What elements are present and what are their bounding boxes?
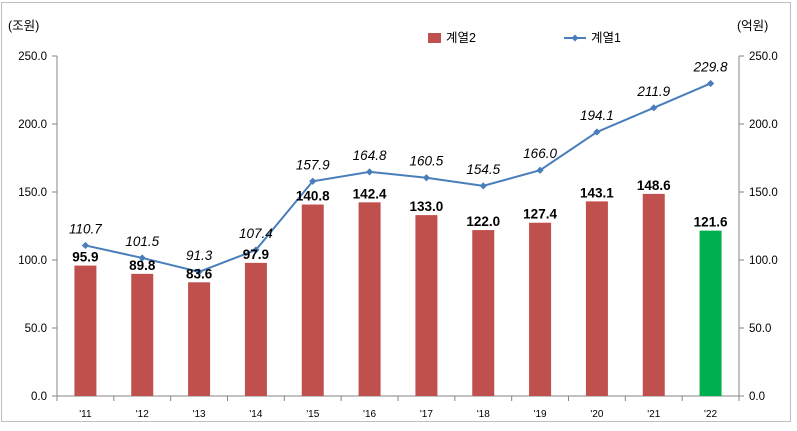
bar-data-label: 83.6 xyxy=(186,266,213,281)
y-tick-label-right: 200.0 xyxy=(749,119,778,131)
y-tick-label-left: 200.0 xyxy=(18,119,47,131)
bar-data-label: 143.1 xyxy=(580,185,614,200)
x-tick-label: '14 xyxy=(249,409,262,420)
bar xyxy=(699,230,722,396)
legend-label-bar: 계열2 xyxy=(446,31,476,45)
bar xyxy=(131,273,154,396)
series-line xyxy=(85,82,711,273)
bar xyxy=(415,215,438,396)
x-tick-label: '17 xyxy=(420,409,433,420)
line-point xyxy=(138,254,146,262)
x-tick-label: '13 xyxy=(193,409,206,420)
x-tick-label: '21 xyxy=(647,409,660,420)
line-point xyxy=(479,182,487,190)
bar xyxy=(244,262,267,396)
line-data-label: 110.7 xyxy=(69,221,102,236)
bar-data-label: 89.8 xyxy=(129,258,156,273)
line-point xyxy=(650,104,658,112)
legend-label-line: 계열1 xyxy=(591,31,621,45)
x-tick-label: '16 xyxy=(363,409,376,420)
axes: 0.0 50.0 100.0 150.0 200.0 250.0 0.0 50.0 100.0 1… xyxy=(8,19,778,420)
x-tick-label: '12 xyxy=(136,409,149,420)
line-point xyxy=(422,174,431,182)
y-tick-label-left: 0.0 xyxy=(31,391,47,403)
y-tick-label-right: 100.0 xyxy=(749,255,778,267)
bar xyxy=(642,193,665,396)
line-data-label: 101.5 xyxy=(125,234,159,249)
y-tick-label-left: 250.0 xyxy=(18,51,47,63)
legend-swatch-bar xyxy=(428,33,441,43)
bar-data-label: 140.8 xyxy=(296,189,330,204)
legend-swatch-marker xyxy=(571,34,579,42)
bar-data-label: 142.4 xyxy=(353,186,387,201)
line-data-label: 91.3 xyxy=(186,248,213,263)
line-point xyxy=(195,268,203,276)
y-tick-label-left: 50.0 xyxy=(25,323,47,335)
data-labels: 95.9 89.8 83.6 97.9 140.8 142.4 133.0 122.0 127.… xyxy=(69,59,728,281)
line-data-label: 164.8 xyxy=(353,148,387,163)
chart-border xyxy=(1,2,791,422)
x-tick-label: '11 xyxy=(79,409,92,420)
bar xyxy=(188,282,211,396)
bar-data-label: 133.0 xyxy=(410,199,444,214)
y-tick-label-left: 100.0 xyxy=(18,255,47,267)
bar xyxy=(74,265,97,396)
legend: 계열2 계열1 xyxy=(428,31,621,45)
y-tick-label-left: 150.0 xyxy=(18,187,47,199)
bar xyxy=(529,222,552,396)
line-point xyxy=(593,128,601,136)
x-tick-label: '18 xyxy=(477,409,490,420)
line-data-label: 160.5 xyxy=(410,154,444,169)
y-tick-label-right: 0.0 xyxy=(749,391,765,403)
bar xyxy=(472,230,495,396)
line-point xyxy=(536,166,544,174)
x-tick-label: '22 xyxy=(704,409,717,420)
line-point xyxy=(252,246,260,254)
bar-data-label: 148.6 xyxy=(637,178,671,193)
bar-data-label: 121.6 xyxy=(694,215,728,230)
x-tick-label: '15 xyxy=(306,409,319,420)
bar xyxy=(301,204,324,396)
line-data-label: 211.9 xyxy=(636,84,670,99)
x-tick-label: '19 xyxy=(534,409,547,420)
y-axis-right-unit: (억원) xyxy=(737,19,768,33)
line-point xyxy=(309,177,317,185)
bar xyxy=(585,201,608,396)
y-tick-label-right: 150.0 xyxy=(749,187,778,199)
line-data-label: 154.5 xyxy=(466,162,500,177)
bar-data-label: 97.9 xyxy=(243,247,269,262)
bar-data-label: 95.9 xyxy=(72,250,98,265)
bar-data-label: 122.0 xyxy=(466,214,500,229)
line-series xyxy=(81,79,715,276)
bar-data-label: 127.4 xyxy=(523,207,557,222)
line-data-label: 107.4 xyxy=(239,226,273,241)
y-tick-label-right: 250.0 xyxy=(749,51,778,63)
line-point xyxy=(365,168,374,176)
line-data-label: 229.8 xyxy=(693,59,728,74)
x-tick-label: '20 xyxy=(590,409,603,420)
y-axis-left-unit: (조원) xyxy=(8,19,39,33)
line-data-label: 157.9 xyxy=(296,157,330,172)
line-data-label: 166.0 xyxy=(523,146,557,161)
bar-series xyxy=(74,193,722,396)
bar xyxy=(358,202,381,396)
line-data-label: 194.1 xyxy=(580,108,614,123)
line-point xyxy=(81,241,90,250)
line-point xyxy=(706,79,715,88)
y-tick-label-right: 50.0 xyxy=(749,323,771,335)
